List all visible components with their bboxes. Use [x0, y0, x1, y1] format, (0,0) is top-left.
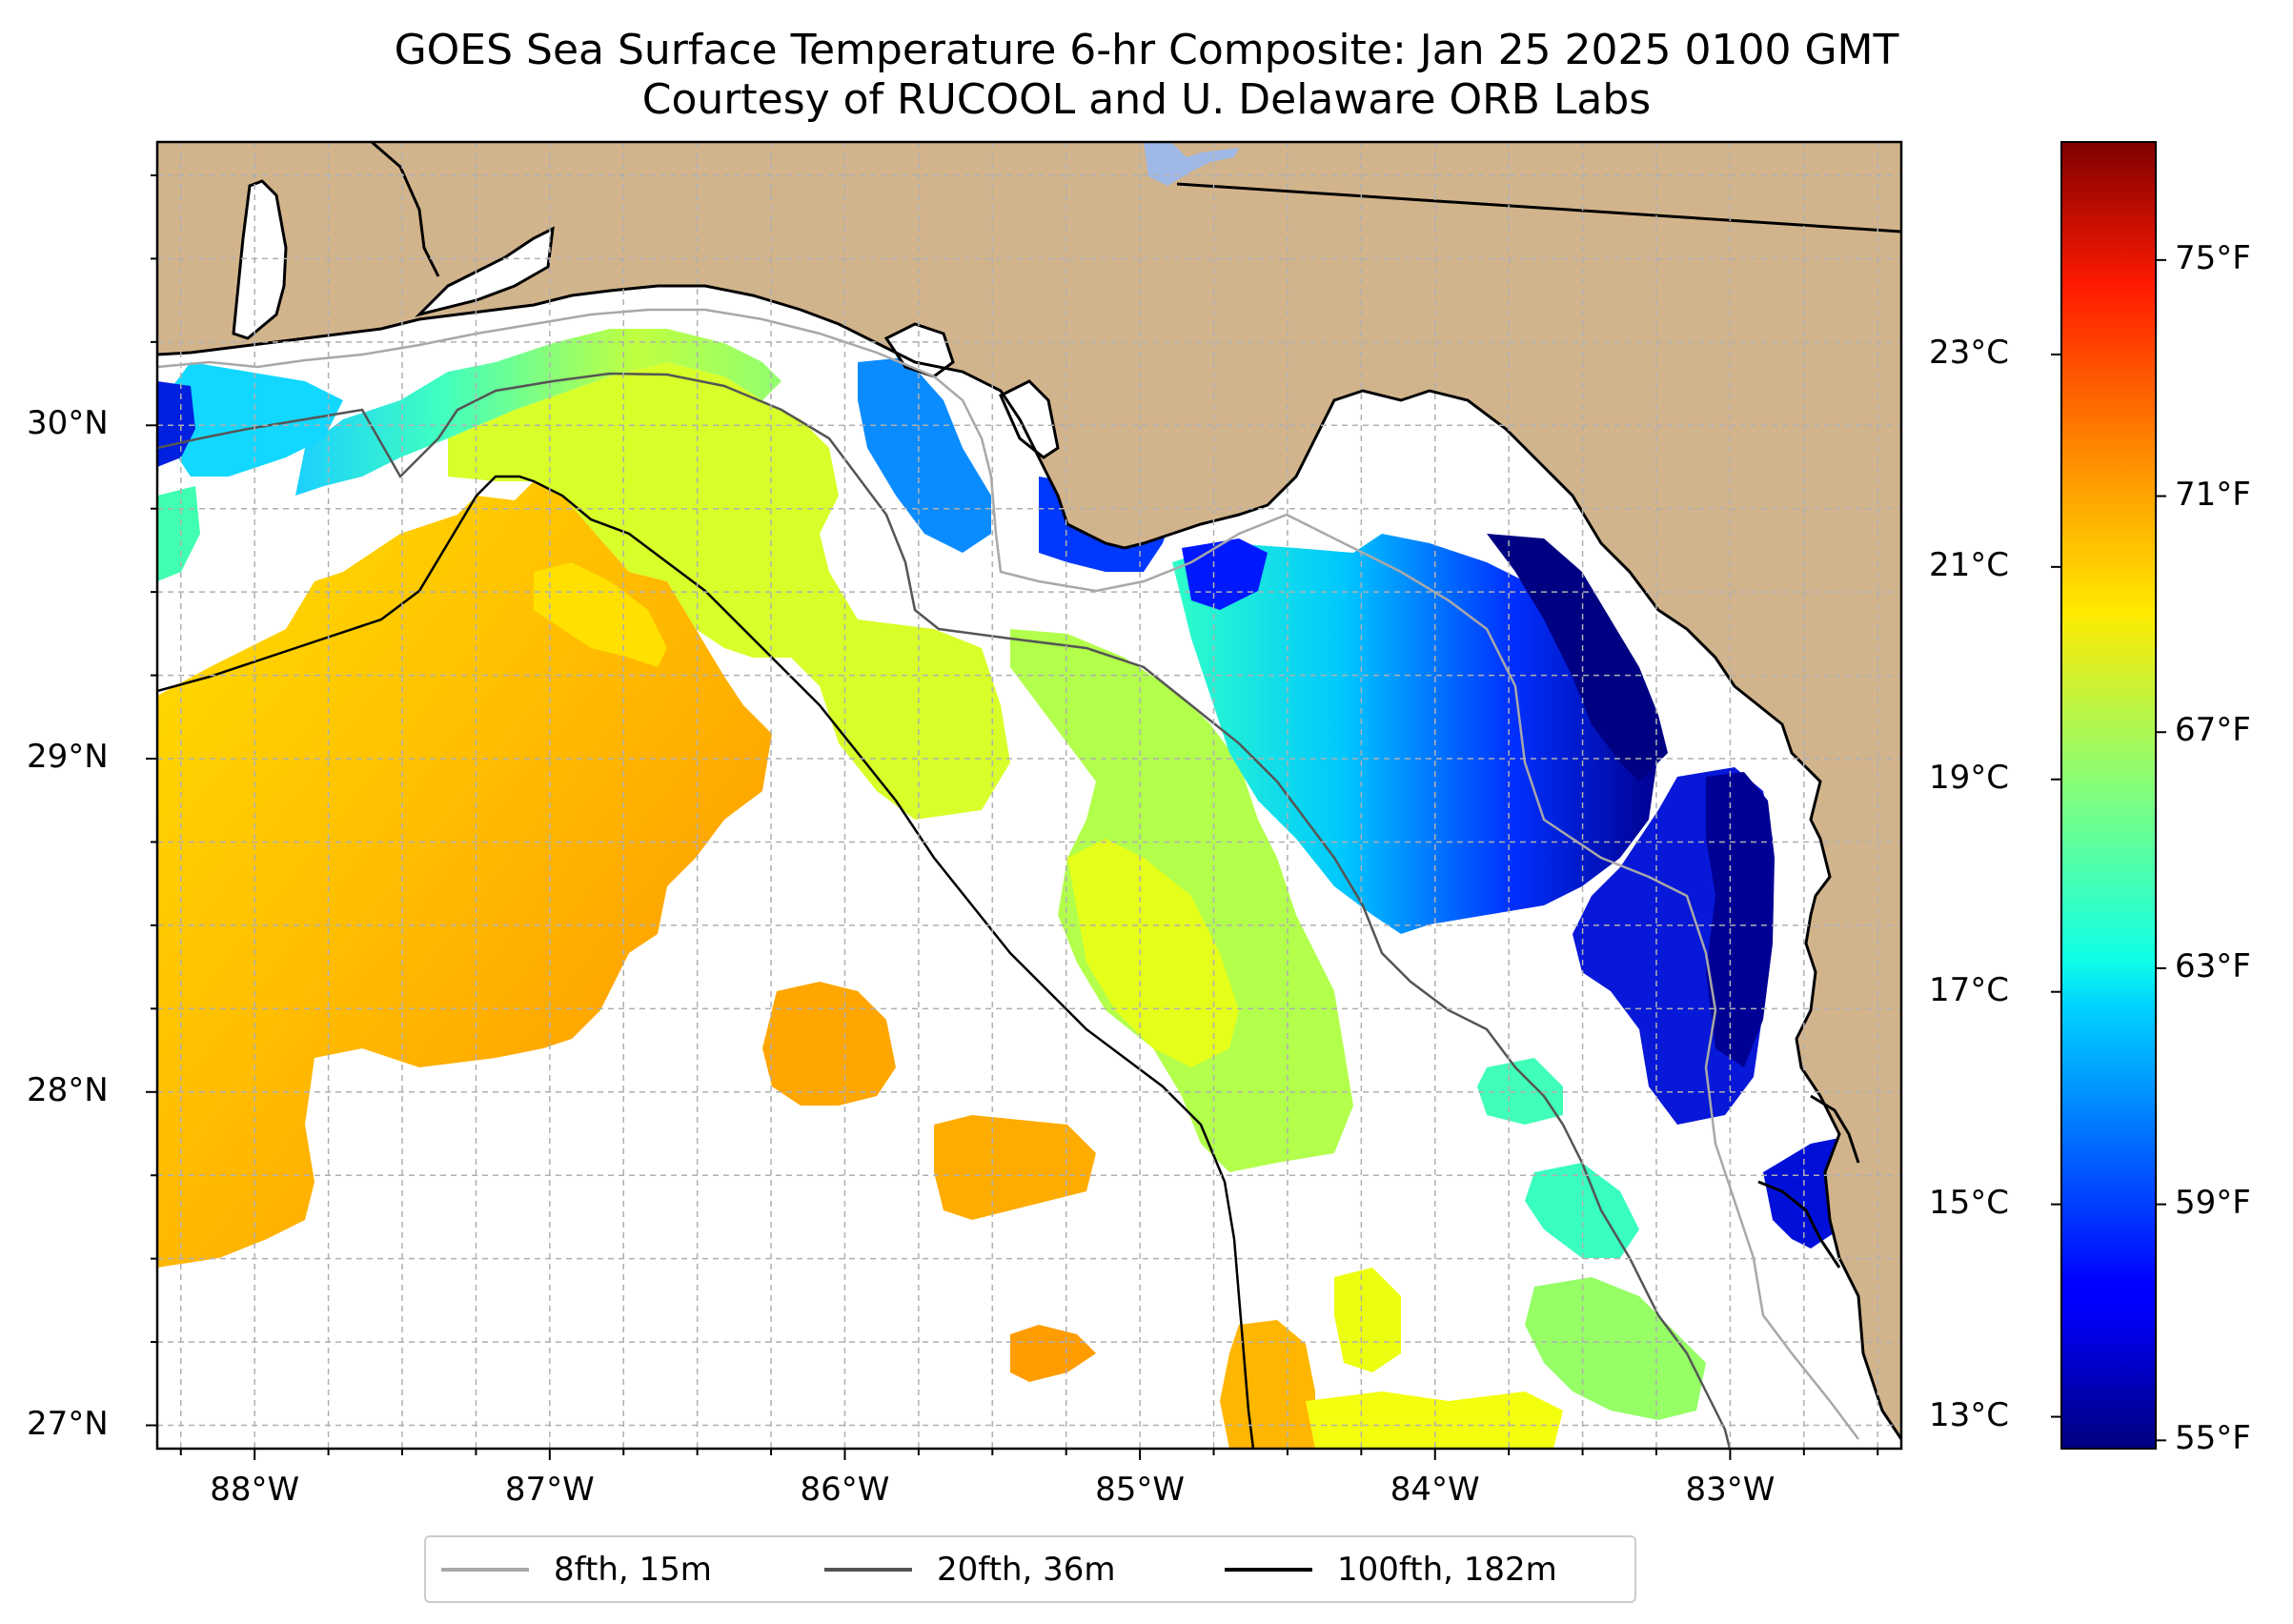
colorbar-label-fahrenheit: 63°F — [2175, 946, 2251, 985]
lon-tick-label: 83°W — [1685, 1471, 1776, 1509]
colorbar-label-celsius: 19°C — [1929, 758, 2010, 797]
map-title-line1: GOES Sea Surface Temperature 6-hr Compos… — [394, 26, 1899, 74]
legend-item-8fth: 8fth, 15m — [441, 1537, 712, 1601]
lon-tick-label: 87°W — [504, 1471, 595, 1509]
lat-tick-label: 29°N — [27, 738, 109, 777]
colorbar — [2060, 141, 2157, 1450]
colorbar-label-celsius: 15°C — [1929, 1183, 2010, 1222]
colorbar-label-celsius: 17°C — [1929, 970, 2010, 1009]
legend-label-8fth: 8fth, 15m — [554, 1550, 712, 1589]
lon-tick-label: 86°W — [800, 1471, 890, 1509]
contour-legend: 8fth, 15m 20fth, 36m 100fth, 182m — [424, 1535, 1636, 1603]
lon-tick-label: 85°W — [1095, 1471, 1186, 1509]
axis-ticks — [146, 173, 1879, 1460]
lat-tick-label: 28°N — [27, 1070, 109, 1109]
colorbar-label-celsius: 13°C — [1929, 1395, 2010, 1434]
map-gridlines — [157, 142, 1901, 1449]
lat-tick-label: 27°N — [27, 1404, 109, 1443]
colorbar-label-fahrenheit: 71°F — [2175, 475, 2251, 514]
map-area — [157, 142, 1901, 1449]
legend-item-100fth: 100fth, 182m — [1225, 1537, 1557, 1601]
bathymetry-contours — [157, 308, 1859, 1449]
legend-swatch-8fth — [441, 1567, 529, 1572]
colorbar-label-fahrenheit: 55°F — [2175, 1419, 2251, 1458]
legend-item-20fth: 20fth, 36m — [824, 1537, 1116, 1601]
contour-20fth — [157, 372, 1732, 1449]
colorbar-label-fahrenheit: 59°F — [2175, 1183, 2251, 1222]
colorbar-ticks — [2051, 258, 2166, 1442]
legend-label-100fth: 100fth, 182m — [1337, 1550, 1557, 1589]
colorbar-label-fahrenheit: 75°F — [2175, 238, 2251, 277]
legend-swatch-100fth — [1225, 1567, 1312, 1572]
legend-label-20fth: 20fth, 36m — [937, 1550, 1116, 1589]
map-frame — [155, 140, 1903, 1451]
land-mass — [157, 142, 1901, 1440]
map-title-line2: Courtesy of RUCOOL and U. Delaware ORB L… — [641, 75, 1652, 124]
lon-tick-label: 88°W — [210, 1471, 300, 1509]
contour-100fth — [157, 475, 1255, 1449]
colorbar-label-celsius: 23°C — [1929, 333, 2010, 372]
lon-tick-label: 84°W — [1390, 1471, 1480, 1509]
colorbar-label-celsius: 21°C — [1929, 545, 2010, 584]
sst-raster — [157, 329, 1897, 1449]
state-border — [1176, 182, 1901, 233]
contour-8fth — [157, 308, 1859, 1440]
lat-tick-label: 30°N — [27, 404, 109, 443]
legend-swatch-20fth — [824, 1567, 912, 1572]
colorbar-label-fahrenheit: 67°F — [2175, 711, 2251, 750]
